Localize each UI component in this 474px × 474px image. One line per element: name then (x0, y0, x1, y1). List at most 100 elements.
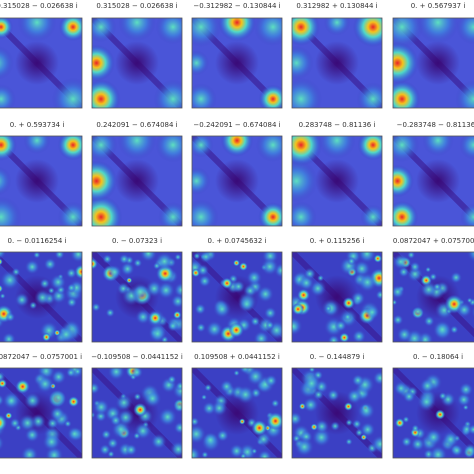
panel-label: 0.0872047 − 0.0757001 i (0, 353, 82, 361)
center (115, 41, 159, 85)
hotspot (117, 136, 157, 160)
panel-label: 0.0872047 + 0.0757001 i (393, 237, 474, 245)
speckle (359, 421, 376, 438)
speckle (471, 305, 474, 319)
hotspot (192, 83, 217, 108)
speckle (246, 269, 263, 286)
center (315, 159, 359, 203)
heatmap (192, 18, 282, 108)
speckle (204, 383, 213, 392)
hotspot (292, 201, 317, 226)
speckle (411, 424, 420, 433)
speckle (270, 398, 280, 408)
frame (392, 367, 474, 459)
hotspot (192, 199, 219, 226)
speckle (420, 280, 438, 299)
speckle (102, 254, 113, 264)
frame (91, 367, 183, 459)
center (15, 159, 59, 203)
panel-label: 0.109508 + 0.0441152 i (194, 353, 280, 361)
panel-label: 0. − 0.144879 i (310, 353, 365, 361)
heatmap (292, 136, 382, 226)
hotspot (393, 200, 419, 226)
hotspot (323, 18, 351, 36)
speckle (50, 274, 67, 291)
speckle (435, 409, 446, 420)
speckle (42, 332, 51, 342)
speckle (34, 289, 51, 306)
speckle (352, 419, 362, 429)
speckle (266, 411, 282, 431)
center (416, 41, 460, 85)
frame (191, 251, 283, 343)
speckle (109, 414, 122, 427)
frame (0, 135, 83, 227)
speckle (54, 252, 65, 260)
speckle (92, 411, 96, 419)
hotspot (155, 136, 182, 163)
speckle (394, 417, 405, 428)
hotspot (318, 136, 356, 160)
speckle (199, 252, 213, 264)
hotspot (422, 136, 454, 157)
hotspot (292, 45, 314, 81)
speckle (24, 427, 40, 443)
heatmap (393, 18, 474, 108)
speckle (24, 259, 40, 275)
speckle (256, 285, 275, 303)
heatmap (292, 368, 382, 458)
hotspot (393, 18, 424, 49)
speckle (345, 418, 353, 427)
speckle (193, 252, 201, 260)
speckle (357, 252, 377, 264)
panel-label: 0.312982 + 0.130844 i (296, 2, 377, 10)
speckle (326, 388, 340, 402)
hotspot (459, 136, 474, 160)
frame (91, 135, 183, 227)
speckle (50, 389, 67, 406)
speckle (43, 257, 57, 271)
speckle (265, 320, 275, 330)
speckle (239, 418, 246, 425)
speckle (174, 253, 182, 261)
speckle (401, 436, 413, 448)
hotspot (292, 18, 320, 46)
speckle (393, 299, 398, 306)
hotspot (455, 80, 474, 108)
speckle (1, 332, 16, 342)
speckle (0, 435, 5, 451)
speckle (92, 382, 101, 395)
frame (91, 17, 183, 109)
panel-label: 0.315028 − 0.026638 i (0, 2, 78, 10)
heatmap (393, 136, 474, 226)
speckle (173, 282, 182, 298)
frame (392, 135, 474, 227)
speckle (419, 377, 436, 394)
speckle (4, 411, 13, 420)
speckle (173, 421, 182, 434)
speckle (169, 440, 182, 458)
speckle (371, 434, 382, 454)
speckle (198, 274, 212, 288)
hotspot (92, 18, 117, 43)
speckle (458, 382, 474, 397)
frame (191, 17, 283, 109)
speckle (239, 368, 251, 374)
speckle (327, 334, 340, 342)
speckle (314, 419, 330, 434)
speckle (167, 374, 177, 385)
speckle (205, 320, 224, 338)
center (315, 41, 359, 85)
speckle (192, 417, 200, 427)
speckle (238, 295, 255, 313)
heatmap (0, 18, 82, 108)
hotspot (23, 136, 51, 155)
center (416, 159, 460, 203)
speckle (463, 443, 474, 458)
heatmap (92, 368, 182, 458)
speckle (133, 432, 141, 440)
heatmap (0, 252, 82, 342)
hotspot (393, 80, 421, 108)
hotspot (58, 18, 82, 42)
speckle (409, 261, 421, 273)
